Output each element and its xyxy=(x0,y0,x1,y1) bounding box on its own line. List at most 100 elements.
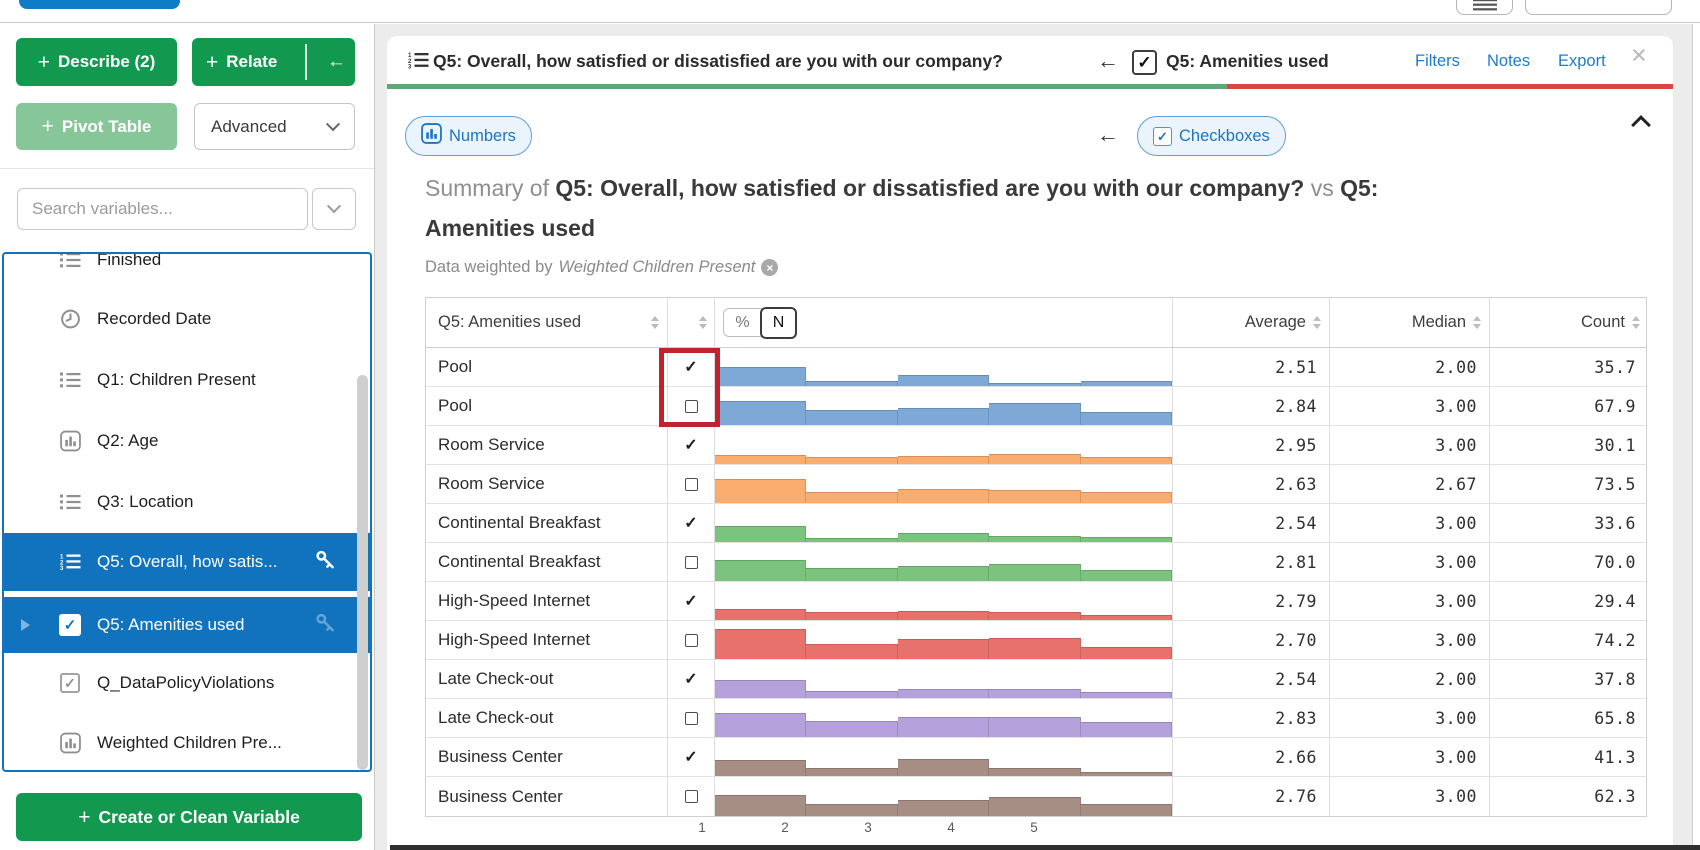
row-variable-title: Q5: Overall, how satisfied or dissatisfi… xyxy=(433,51,1003,71)
unit-toggle: % N xyxy=(723,306,797,339)
table-header-row: Q5: Amenities used % N Average Median xyxy=(426,298,1646,348)
svg-text:2: 2 xyxy=(408,59,412,65)
swap-arrow-icon[interactable]: ← xyxy=(1097,48,1119,73)
sidebar-item-label: Q5: Overall, how satis... xyxy=(97,552,278,571)
row-histogram xyxy=(715,543,1173,581)
sidebar-item[interactable]: 1 2 3 Q5: Overall, how satis... xyxy=(4,533,370,591)
sidebar-item[interactable]: Q3: Location xyxy=(4,472,370,532)
search-input[interactable] xyxy=(17,188,308,230)
row-checkbox xyxy=(668,777,715,816)
sort-icon[interactable] xyxy=(1473,316,1481,329)
sort-icon[interactable] xyxy=(699,316,707,329)
sidebar-item[interactable]: Q1: Children Present xyxy=(4,350,370,410)
histogram-bar xyxy=(989,382,1081,386)
list-scrollbar[interactable] xyxy=(357,375,368,770)
notes-link[interactable]: Notes xyxy=(1487,52,1531,70)
collapse-arrow-icon[interactable]: ← xyxy=(327,51,346,72)
row-checkbox: ✓ xyxy=(668,348,715,386)
collapse-panel-icon[interactable] xyxy=(1631,115,1651,135)
row-histogram xyxy=(715,660,1173,698)
close-icon[interactable]: × xyxy=(1631,40,1647,70)
count-value: 70.0 xyxy=(1594,552,1636,572)
histogram-bar xyxy=(989,535,1081,542)
filters-link[interactable]: Filters xyxy=(1415,52,1460,70)
sidebar-item[interactable]: Weighted Children Pre... xyxy=(4,713,370,770)
search-options-button[interactable] xyxy=(312,188,356,230)
checkbox-checked-icon[interactable]: ✓ xyxy=(59,614,81,636)
table-row: Late Check-out ✓ 2.54 2.00 37.8 xyxy=(426,660,1646,699)
sort-icon[interactable] xyxy=(1632,316,1640,329)
row-variable-underline xyxy=(387,84,1227,89)
sidebar-item[interactable]: Recorded Date xyxy=(4,289,370,349)
checkbox-checked-icon[interactable]: ✓ xyxy=(60,673,80,693)
sort-icon[interactable] xyxy=(1313,316,1321,329)
tab-checkboxes[interactable]: ✓ Checkboxes xyxy=(1137,116,1286,156)
average-value: 2.83 xyxy=(1173,699,1330,737)
svg-text:3: 3 xyxy=(60,566,64,570)
table-row: Continental Breakfast 2.81 3.00 70.0 xyxy=(426,543,1646,582)
relate-button[interactable]: + Relate ← xyxy=(192,38,355,86)
percent-toggle-button[interactable]: % xyxy=(723,308,762,337)
top-right-wide-button[interactable] xyxy=(1525,0,1672,15)
table-row: Business Center 2.76 3.00 62.3 xyxy=(426,777,1646,816)
histogram-bar xyxy=(897,455,990,464)
checkmark-icon: ✓ xyxy=(684,671,698,688)
sidebar-item[interactable]: Q2: Age xyxy=(4,411,370,471)
checkboxes-tab-label: Checkboxes xyxy=(1179,126,1270,145)
empty-checkbox-icon xyxy=(684,790,698,803)
row-checkbox xyxy=(668,621,715,659)
top-left-blue-button[interactable] xyxy=(19,0,180,9)
advanced-dropdown[interactable]: Advanced xyxy=(194,103,355,150)
sidebar-item[interactable]: Finished xyxy=(4,254,370,290)
median-value: 3.00 xyxy=(1330,621,1490,659)
histogram-bar xyxy=(1080,804,1173,816)
expand-caret-icon[interactable] xyxy=(21,619,30,631)
sort-icon[interactable] xyxy=(651,316,659,329)
checkbox-checked-icon[interactable]: ✓ xyxy=(1132,50,1157,75)
pivot-table-button[interactable]: + Pivot Table xyxy=(16,103,177,150)
swap-arrow-icon[interactable]: ← xyxy=(1097,122,1119,147)
histogram-bar xyxy=(989,767,1081,776)
row-histogram xyxy=(715,465,1173,503)
average-value: 2.76 xyxy=(1173,777,1330,816)
remove-weight-icon[interactable]: × xyxy=(761,259,779,276)
row-label: Room Service xyxy=(438,435,545,454)
histogram-bar xyxy=(1080,692,1173,698)
row-histogram xyxy=(715,777,1173,816)
tab-numbers[interactable]: Numbers xyxy=(405,116,532,156)
describe-button[interactable]: + Describe (2) xyxy=(16,38,177,86)
histogram-bar xyxy=(715,794,807,816)
count-value: 29.4 xyxy=(1594,591,1636,611)
sidebar-item[interactable]: ✓ Q_DataPolicyViolations xyxy=(4,653,370,713)
create-or-clean-variable-button[interactable]: + Create or Clean Variable xyxy=(16,793,362,841)
histogram-bar xyxy=(715,760,807,776)
export-link[interactable]: Export xyxy=(1558,52,1606,70)
summary-col-title-head: Q5: xyxy=(1340,175,1379,201)
histogram-bar xyxy=(989,688,1081,698)
median-value: 3.00 xyxy=(1330,543,1490,581)
histogram-axis-ticks: 1 2 3 4 5 xyxy=(698,820,1172,836)
top-right-list-button[interactable] xyxy=(1456,0,1513,15)
row-label: Pool xyxy=(438,396,473,415)
median-value: 3.00 xyxy=(1330,777,1490,816)
row-histogram xyxy=(715,621,1173,659)
row-histogram xyxy=(715,738,1173,776)
summary-row-title: Q5: Overall, how satisfied or dissatisfi… xyxy=(555,175,1305,201)
sidebar-item[interactable]: ✓ Q5: Amenities used xyxy=(4,597,370,653)
checkmark-icon: ✓ xyxy=(684,515,698,532)
sidebar: + Describe (2) + Relate ← + Pivot Table … xyxy=(0,24,375,850)
n-toggle-button[interactable]: N xyxy=(760,306,797,339)
histogram-bar xyxy=(715,560,807,581)
histogram-bar xyxy=(989,637,1081,659)
col-variable-underline xyxy=(1227,84,1673,89)
svg-text:1: 1 xyxy=(60,555,64,561)
histogram-bar xyxy=(1080,721,1173,737)
sidebar-item-label: Weighted Children Pre... xyxy=(97,733,282,752)
checkmark-icon: ✓ xyxy=(684,593,698,610)
checkmark-icon: ✓ xyxy=(684,437,698,454)
row-label: Continental Breakfast xyxy=(438,513,601,532)
rows-icon xyxy=(1472,0,1497,11)
count-value: 35.7 xyxy=(1594,357,1636,377)
checkmark-icon: ✓ xyxy=(684,749,698,766)
